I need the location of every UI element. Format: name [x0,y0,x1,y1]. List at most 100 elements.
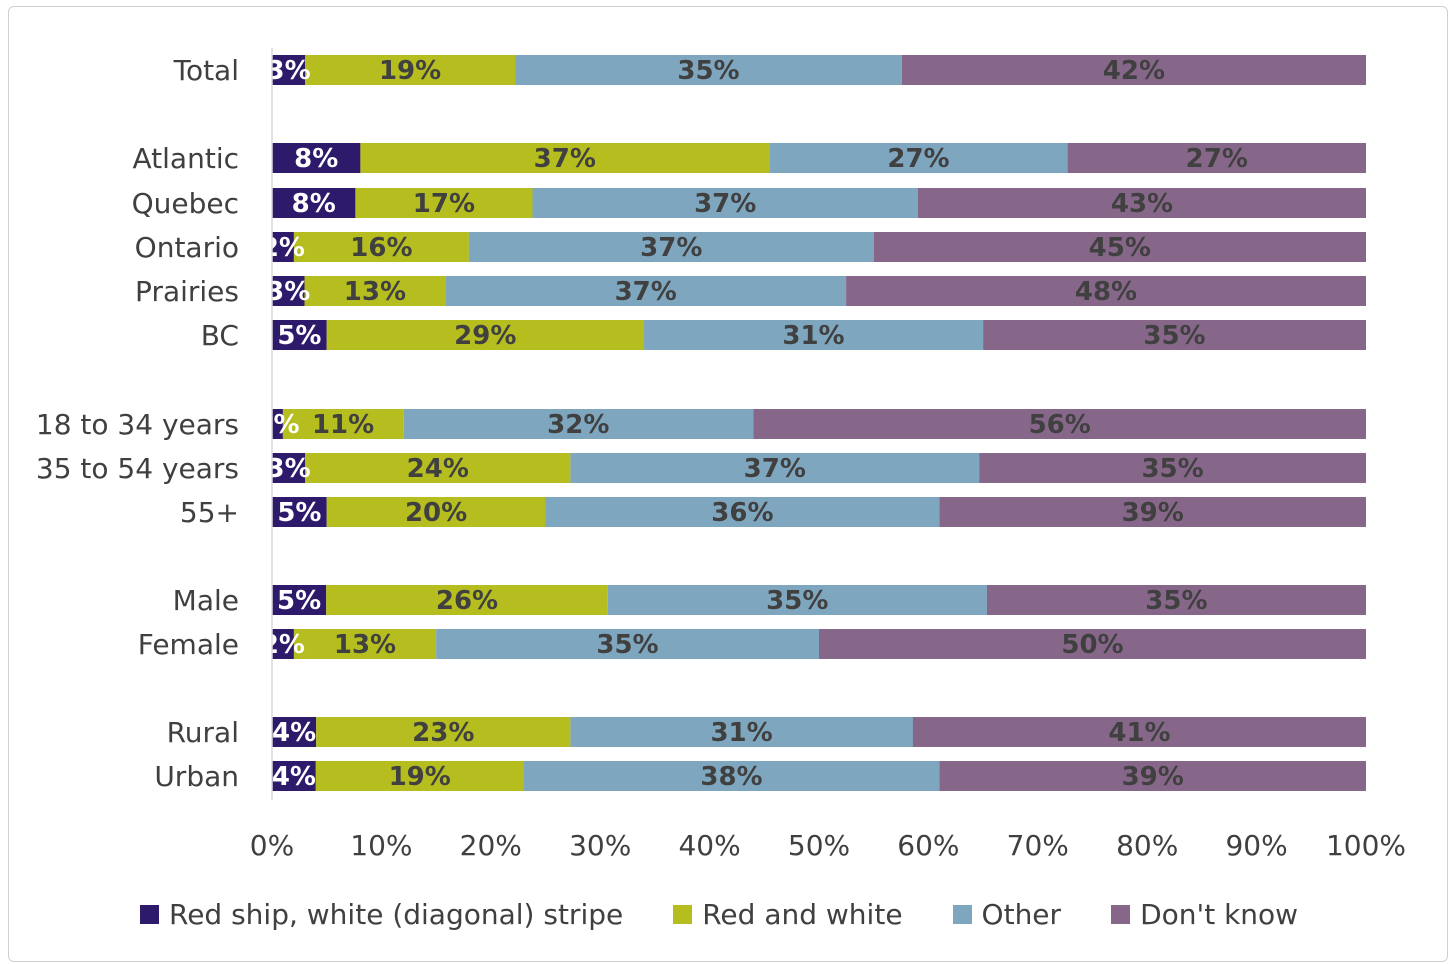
x-axis-tick-labels: 0% 10% 20% 30% 40% 50% 60% 70% 80% 90% 100% [250,829,1406,862]
bar-segment-1-row-7 [305,453,571,483]
bar-segment-1-row-5 [326,320,644,350]
bar-segment-3-row-0 [901,55,1366,85]
legend-label: Red ship, white (diagonal) stripe [169,897,624,931]
bars-layer [272,55,1366,791]
x-tick-label: 10% [350,829,412,862]
bar-segment-1-row-11 [316,717,571,747]
bar-segment-2-row-4 [445,276,847,306]
data-label-2-row-0: 35% [677,56,739,86]
bar-segment-0-row-10 [272,629,294,659]
data-label-0-row-9: 5% [277,586,321,616]
data-label-2-row-6: 32% [547,410,609,440]
bar-segment-3-row-8 [939,497,1366,527]
data-label-1-row-6: 11% [312,410,374,440]
data-label-3-row-9: 35% [1145,586,1207,616]
data-label-1-row-10: 13% [334,630,396,660]
bar-segment-1-row-8 [326,497,546,527]
bar-segment-3-row-10 [819,629,1366,659]
data-label-0-row-10: 2% [261,630,305,660]
data-label-0-row-8: 5% [277,498,321,528]
bar-segment-1-row-9 [326,585,608,615]
bar-segment-2-row-7 [570,453,980,483]
category-label: 35 to 54 years [36,452,239,485]
data-label-1-row-7: 24% [407,454,469,484]
data-label-1-row-0: 19% [379,56,441,86]
bar-segment-2-row-0 [515,55,902,85]
bar-segment-1-row-4 [304,276,446,306]
category-label: Prairies [135,275,239,308]
data-label-0-row-6: 1% [255,410,299,440]
data-label-3-row-12: 39% [1122,762,1184,792]
data-label-1-row-8: 20% [405,498,467,528]
bar-segment-2-row-8 [545,497,940,527]
bar-segment-2-row-5 [644,320,984,350]
data-label-3-row-10: 50% [1061,630,1123,660]
data-label-1-row-4: 13% [344,277,406,307]
data-label-1-row-3: 16% [350,233,412,263]
bar-segment-2-row-11 [570,717,913,747]
data-label-0-row-11: 4% [272,718,316,748]
x-tick-label: 70% [1007,829,1069,862]
x-tick-label: 20% [460,829,522,862]
data-label-1-row-2: 17% [413,189,475,219]
bar-segment-3-row-5 [983,320,1366,350]
data-label-0-row-3: 2% [261,233,305,263]
legend-swatch [952,904,972,924]
bar-segment-1-row-1 [360,143,770,173]
bar-segment-0-row-8 [272,497,327,527]
category-label: 55+ [180,496,239,529]
legend-item-2: Other [952,898,1061,931]
x-tick-label: 30% [569,829,631,862]
legend-swatch [673,904,693,924]
bar-segment-3-row-6 [753,409,1366,439]
bar-segment-0-row-9 [272,585,327,615]
bar-segment-3-row-1 [1067,143,1366,173]
data-label-3-row-4: 48% [1075,277,1137,307]
data-label-3-row-3: 45% [1089,233,1151,263]
x-tick-label: 0% [250,829,294,862]
data-label-2-row-1: 27% [887,144,949,174]
data-label-2-row-12: 38% [700,762,762,792]
bar-segment-0-row-5 [272,320,327,350]
data-label-3-row-1: 27% [1186,144,1248,174]
bar-segment-0-row-3 [272,232,294,262]
x-tick-label: 90% [1225,829,1287,862]
data-label-0-row-7: 3% [267,454,311,484]
data-label-3-row-0: 42% [1103,56,1165,86]
legend: Red ship, white (diagonal) stripe Red and… [140,894,1348,934]
data-label-1-row-1: 37% [534,144,596,174]
data-label-0-row-1: 8% [294,144,338,174]
data-label-3-row-11: 41% [1108,718,1170,748]
data-label-0-row-2: 8% [292,189,336,219]
bar-segment-1-row-6 [282,409,404,439]
bar-segment-0-row-7 [272,453,306,483]
stacked-bar-chart: 3% 19% 35% 42% 8% 37% 27% 27% 8% 17% 37% 43% 2% 16% 37… [36,48,1406,862]
bar-segment-1-row-3 [293,232,469,262]
bar-segment-3-row-11 [912,717,1366,747]
data-label-3-row-2: 43% [1111,189,1173,219]
data-label-0-row-5: 5% [277,321,321,351]
category-label: BC [201,319,239,352]
bar-segment-2-row-3 [468,232,874,262]
category-label: 18 to 34 years [36,408,239,441]
bar-segment-3-row-2 [918,188,1366,218]
bar-segment-2-row-6 [403,409,754,439]
data-label-2-row-2: 37% [694,189,756,219]
x-tick-label: 80% [1116,829,1178,862]
bar-segment-3-row-7 [979,453,1366,483]
category-label: Urban [154,760,239,793]
data-label-3-row-8: 39% [1122,498,1184,528]
bar-segment-2-row-1 [769,143,1068,173]
legend-item-1: Red and white [673,898,903,931]
data-label-2-row-11: 31% [710,718,772,748]
legend-item-3: Don't know [1111,898,1298,931]
data-label-2-row-7: 37% [744,454,806,484]
bar-segment-0-row-1 [272,143,361,173]
data-label-1-row-9: 26% [436,586,498,616]
bar-segment-0-row-4 [272,276,305,306]
category-label: Rural [167,716,239,749]
category-label: Male [173,584,239,617]
data-label-3-row-7: 35% [1141,454,1203,484]
legend-swatch [1111,904,1131,924]
legend-label: Don't know [1140,897,1299,931]
